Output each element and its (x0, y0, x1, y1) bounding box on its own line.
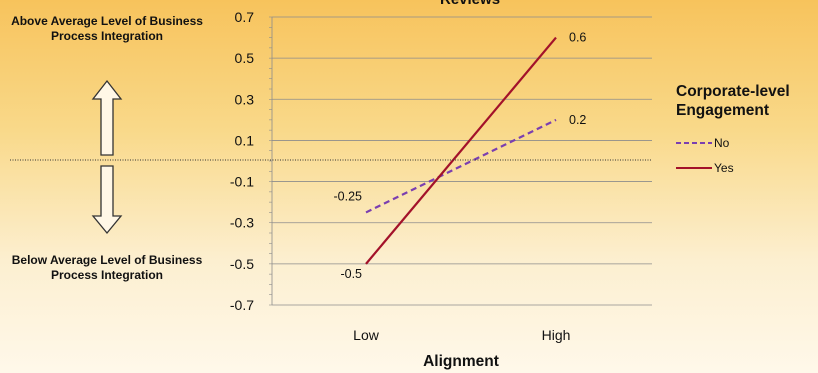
y-tick-label: 0.5 (235, 50, 255, 66)
y-tick-label: 0.7 (235, 9, 255, 25)
above-average-label: Above Average Level of Business Process … (11, 14, 203, 43)
data-label: -0.25 (334, 189, 363, 203)
y-tick-label: -0.7 (230, 297, 254, 313)
data-label: -0.5 (340, 267, 362, 281)
data-label: 0.6 (569, 31, 586, 45)
series-line-no (365, 118, 557, 214)
x-axis-label: Alignment (423, 353, 499, 370)
series-lines (365, 36, 557, 265)
y-tick-label: -0.5 (230, 256, 254, 272)
legend-label-yes: Yes (714, 161, 734, 175)
data-labels: -0.25 0.2 -0.5 0.6 (334, 31, 587, 281)
legend-item-yes: Yes (676, 161, 734, 175)
y-tick-label: -0.1 (230, 174, 254, 190)
up-arrow-icon (91, 79, 123, 156)
y-tick-label: -0.3 (230, 215, 254, 231)
y-tick-label: 0.1 (235, 132, 255, 148)
x-tick-label: Low (353, 327, 380, 343)
series-line-yes (365, 36, 557, 265)
down-arrow-icon (91, 165, 123, 235)
legend-title: Corporate-level Engagement (676, 83, 790, 119)
data-label: 0.2 (569, 113, 586, 127)
below-average-label: Below Average Level of Business Process … (11, 253, 203, 282)
grid-lines (272, 16, 652, 306)
x-tick-label: High (542, 327, 571, 343)
y-tick-label: 0.3 (235, 91, 255, 107)
axes: 0.7 0.5 0.3 0.1 -0.1 -0.3 -0.5 -0.7 Low High Align… (230, 9, 571, 370)
chart-title: Reviews (440, 0, 500, 8)
legend-item-no: No (676, 136, 729, 150)
legend-label-no: No (714, 136, 730, 150)
